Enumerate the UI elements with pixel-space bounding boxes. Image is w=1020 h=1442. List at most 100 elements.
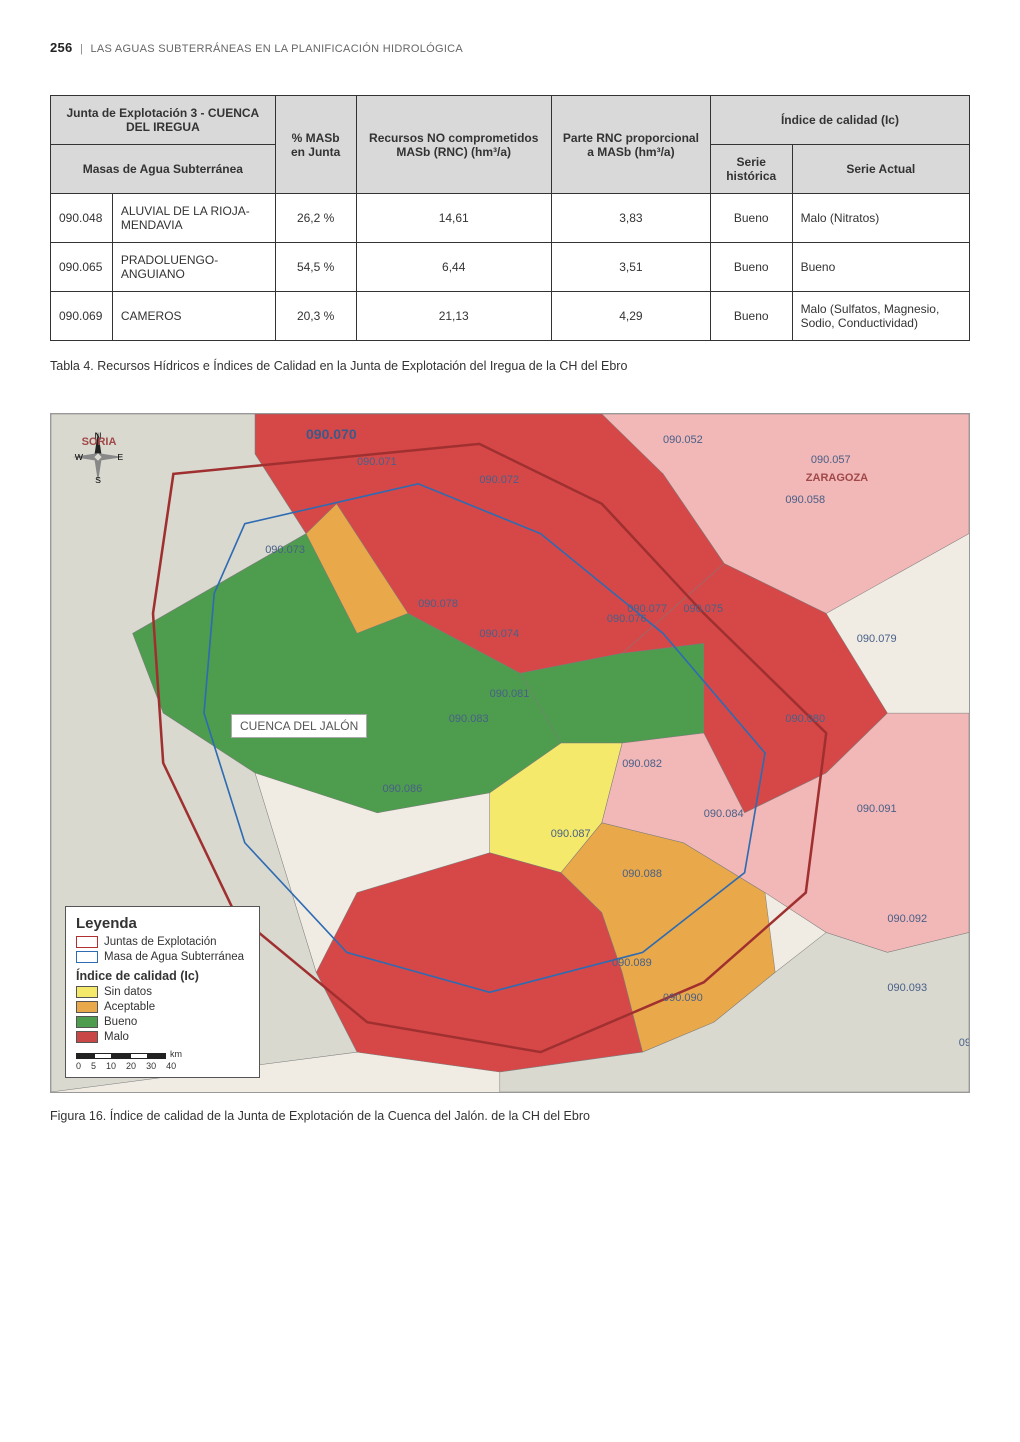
code-label: 090.057 — [811, 454, 851, 466]
code-label: 090.082 — [622, 758, 662, 770]
map-legend: Leyenda Juntas de Explotación Masa de Agu… — [65, 906, 260, 1078]
scale-unit: km — [170, 1049, 182, 1059]
figure-caption: Figura 16. Índice de calidad de la Junta… — [50, 1109, 970, 1123]
code-label: 090.072 — [479, 474, 519, 486]
th-recursos: Recursos NO comprometidos MASb (RNC) (hm… — [356, 96, 551, 194]
header-separator: | — [80, 43, 83, 55]
legend-item: Sin datos — [76, 986, 249, 998]
svg-text:E: E — [117, 452, 123, 462]
page-number: 256 — [50, 40, 73, 55]
code-label: 090.071 — [357, 456, 397, 468]
legend-swatch — [76, 1031, 98, 1043]
code-label: 090.078 — [418, 598, 458, 610]
legend-swatch — [76, 951, 98, 963]
legend-title: Leyenda — [76, 915, 249, 932]
scale-bar: km — [76, 1049, 249, 1059]
th-serie-actual: Serie Actual — [792, 145, 969, 194]
basin-label: CUENCA DEL JALÓN — [231, 714, 367, 738]
th-indice: Índice de calidad (Ic) — [710, 96, 969, 145]
code-label: 090.081 — [490, 688, 530, 700]
cell-parte: 3,83 — [551, 194, 710, 243]
code-label: 090.086 — [383, 783, 423, 795]
legend-swatch — [76, 1016, 98, 1028]
legend-item: Juntas de Explotación — [76, 936, 249, 948]
cell-code: 090.069 — [51, 292, 113, 341]
code-label: 090.090 — [663, 992, 703, 1004]
scale-tick: 20 — [126, 1061, 136, 1071]
legend-subtitle: Índice de calidad (Ic) — [76, 969, 249, 983]
legend-label: Bueno — [104, 1016, 137, 1028]
legend-label: Sin datos — [104, 986, 152, 998]
svg-text:S: S — [95, 475, 101, 485]
cell-serie-actual: Malo (Nitratos) — [792, 194, 969, 243]
cell-recursos: 6,44 — [356, 243, 551, 292]
data-table: Junta de Explotación 3 - CUENCA DEL IREG… — [50, 95, 970, 341]
cell-serie-hist: Bueno — [710, 194, 792, 243]
legend-label: Masa de Agua Subterránea — [104, 951, 244, 963]
table-caption: Tabla 4. Recursos Hídricos e Índices de … — [50, 359, 970, 373]
cell-code: 090.048 — [51, 194, 113, 243]
legend-item: Masa de Agua Subterránea — [76, 951, 249, 963]
legend-label: Malo — [104, 1031, 129, 1043]
code-label: 090.074 — [479, 628, 519, 640]
cell-parte: 4,29 — [551, 292, 710, 341]
cell-masb: 20,3 % — [275, 292, 356, 341]
code-label: 090.091 — [857, 803, 897, 815]
code-label: 090.058 — [785, 494, 825, 506]
table-row: 090.048ALUVIAL DE LA RIOJA- MENDAVIA26,2… — [51, 194, 970, 243]
scale-tick: 0 — [76, 1061, 81, 1071]
th-masas: Masas de Agua Subterránea — [51, 145, 276, 194]
cell-serie-hist: Bueno — [710, 243, 792, 292]
code-label: 090.052 — [663, 434, 703, 446]
svg-text:W: W — [75, 452, 84, 462]
legend-item: Bueno — [76, 1016, 249, 1028]
scale-tick: 5 — [91, 1061, 96, 1071]
table-row: 090.069CAMEROS20,3 %21,134,29BuenoMalo (… — [51, 292, 970, 341]
cell-code: 090.065 — [51, 243, 113, 292]
cell-recursos: 21,13 — [356, 292, 551, 341]
cell-parte: 3,51 — [551, 243, 710, 292]
th-serie-hist: Serie histórica — [710, 145, 792, 194]
code-label: 09 — [959, 1037, 970, 1049]
cell-recursos: 14,61 — [356, 194, 551, 243]
legend-swatch — [76, 1001, 98, 1013]
code-label: 090.080 — [785, 713, 825, 725]
cell-name: ALUVIAL DE LA RIOJA- MENDAVIA — [112, 194, 275, 243]
code-label: 090.070 — [306, 426, 357, 442]
legend-label: Juntas de Explotación — [104, 936, 217, 948]
legend-swatch — [76, 936, 98, 948]
cell-name: PRADOLUENGO- ANGUIANO — [112, 243, 275, 292]
th-junta: Junta de Explotación 3 - CUENCA DEL IREG… — [51, 96, 276, 145]
cell-masb: 54,5 % — [275, 243, 356, 292]
code-label: 090.088 — [622, 868, 662, 880]
legend-swatch — [76, 986, 98, 998]
section-title: LAS AGUAS SUBTERRÁNEAS EN LA PLANIFICACI… — [90, 43, 463, 55]
th-masb: % MASb en Junta — [275, 96, 356, 194]
table-row: 090.065PRADOLUENGO- ANGUIANO54,5 %6,443,… — [51, 243, 970, 292]
cell-serie-actual: Bueno — [792, 243, 969, 292]
code-label: 090.089 — [612, 957, 652, 969]
code-label: 090.075 — [683, 603, 723, 615]
scale-tick: 30 — [146, 1061, 156, 1071]
code-label: 090.092 — [887, 913, 927, 925]
code-label: 090.083 — [449, 713, 489, 725]
legend-label: Aceptable — [104, 1001, 155, 1013]
cell-serie-actual: Malo (Sulfatos, Magnesio, Sodio, Conduct… — [792, 292, 969, 341]
cell-name: CAMEROS — [112, 292, 275, 341]
city-label: SORIA — [82, 436, 117, 448]
code-label: 090.093 — [887, 982, 927, 994]
map-figure: N S W E CUENCA DEL JALÓN ZARAGOZASORIA 0… — [50, 413, 970, 1093]
code-label: 090.077 — [627, 603, 667, 615]
scale-tick: 10 — [106, 1061, 116, 1071]
city-label: ZARAGOZA — [806, 472, 868, 484]
scale-tick: 40 — [166, 1061, 176, 1071]
th-parte: Parte RNC proporcional a MASb (hm³/a) — [551, 96, 710, 194]
cell-serie-hist: Bueno — [710, 292, 792, 341]
code-label: 090.073 — [265, 544, 305, 556]
code-label: 090.087 — [551, 828, 591, 840]
legend-item: Aceptable — [76, 1001, 249, 1013]
page-header: 256 | LAS AGUAS SUBTERRÁNEAS EN LA PLANI… — [50, 40, 970, 55]
code-label: 090.079 — [857, 633, 897, 645]
legend-item: Malo — [76, 1031, 249, 1043]
code-label: 090.084 — [704, 808, 744, 820]
